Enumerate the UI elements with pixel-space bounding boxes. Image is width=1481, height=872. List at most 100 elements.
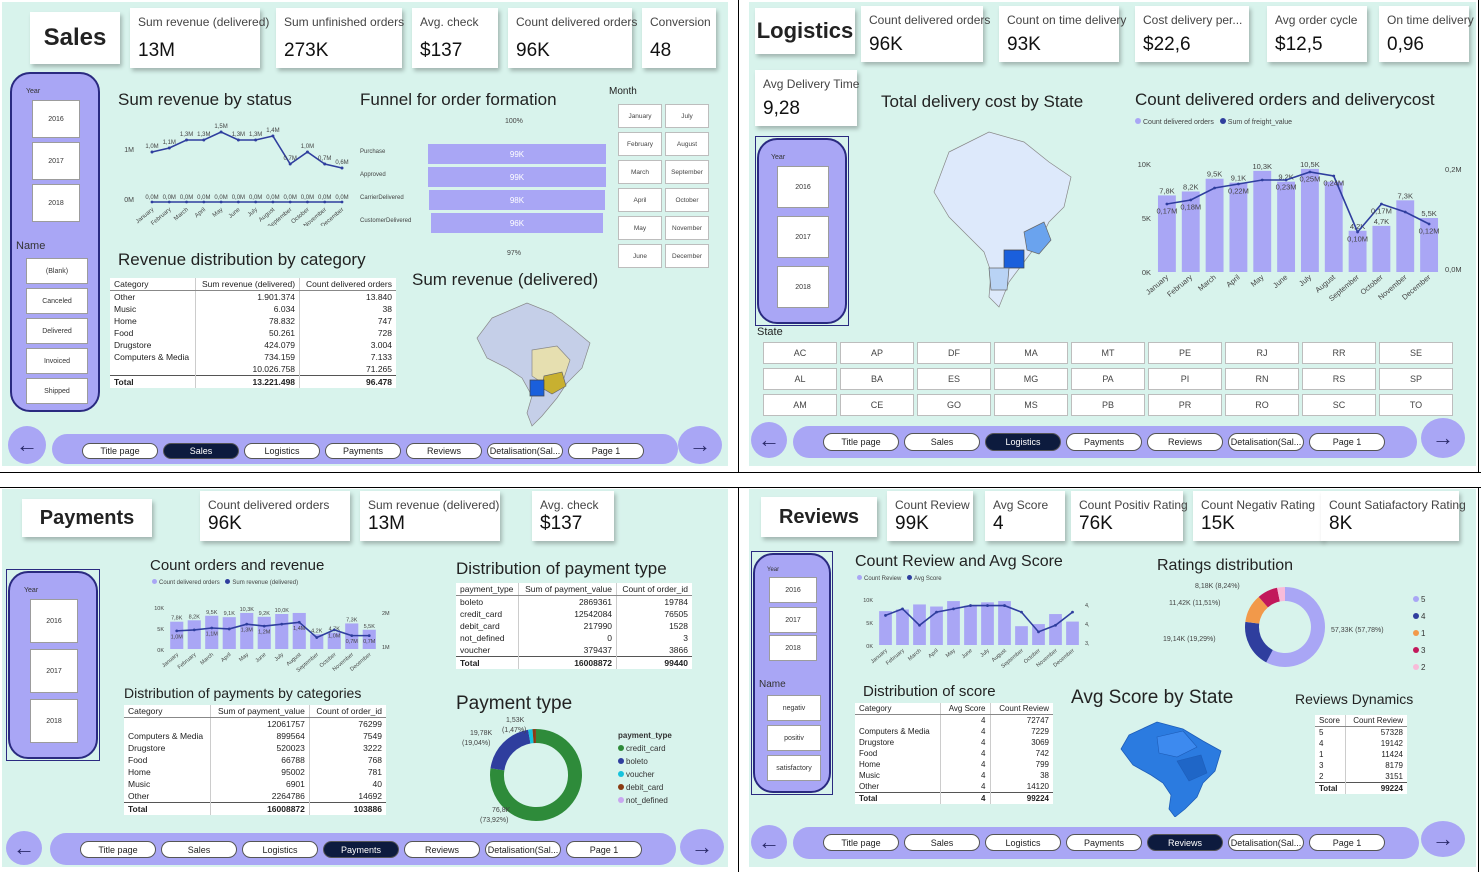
nav-reviews[interactable]: Reviews <box>404 841 480 858</box>
state-chip[interactable]: SC <box>1302 394 1376 416</box>
state-chip[interactable]: RJ <box>1225 342 1299 364</box>
nav-logistics[interactable]: Logistics <box>985 433 1061 451</box>
name-chip[interactable]: negativ <box>767 695 821 721</box>
month-chip[interactable]: October <box>665 188 709 212</box>
state-chip[interactable]: MA <box>994 342 1068 364</box>
year-chip[interactable]: 2017 <box>30 649 78 693</box>
state-chip[interactable]: DF <box>917 342 991 364</box>
nav-reviews[interactable]: Reviews <box>1147 433 1223 451</box>
name-chip[interactable]: Canceled <box>26 288 88 314</box>
prev-page-button[interactable]: ← <box>8 426 46 464</box>
nav-sales[interactable]: Sales <box>904 834 980 851</box>
month-chip[interactable]: May <box>618 216 662 240</box>
year-chip[interactable]: 2018 <box>30 699 78 743</box>
state-chip[interactable]: RO <box>1225 394 1299 416</box>
state-chip[interactable]: AP <box>840 342 914 364</box>
month-chip[interactable]: November <box>665 216 709 240</box>
state-chip[interactable]: SP <box>1379 368 1453 390</box>
nav-detalisation[interactable]: Detalisation(Sal... <box>1228 433 1304 451</box>
name-chip[interactable]: positiv <box>767 725 821 751</box>
year-chip[interactable]: 2018 <box>777 266 829 308</box>
state-chip[interactable]: RS <box>1302 368 1376 390</box>
nav-page-1[interactable]: Page 1 <box>1309 834 1385 851</box>
name-chip[interactable]: Invoiced <box>26 348 88 374</box>
state-chip[interactable]: TO <box>1379 394 1453 416</box>
nav-sales[interactable]: Sales <box>163 443 239 459</box>
state-chip[interactable]: RR <box>1302 342 1376 364</box>
state-chip[interactable]: AM <box>763 394 837 416</box>
nav-detalisation[interactable]: Detalisation(Sal... <box>1228 834 1304 851</box>
year-chip[interactable]: 2018 <box>32 184 80 222</box>
name-chip[interactable]: satisfactory <box>767 755 821 781</box>
state-chip[interactable]: ES <box>917 368 991 390</box>
year-slicer-frame <box>755 136 849 326</box>
next-page-button[interactable]: → <box>680 829 724 865</box>
nav-title-page[interactable]: Title page <box>80 841 156 858</box>
table-cell: 3 <box>1319 761 1324 770</box>
next-page-button[interactable]: → <box>1421 418 1465 458</box>
nav-title-page[interactable]: Title page <box>823 433 899 451</box>
nav-detalisation[interactable]: Detalisation(Sal... <box>485 841 561 858</box>
name-chip[interactable]: Delivered <box>26 318 88 344</box>
month-chip[interactable]: August <box>665 132 709 156</box>
month-chip[interactable]: June <box>618 244 662 268</box>
state-chip[interactable]: PA <box>1071 368 1145 390</box>
nav-page-1[interactable]: Page 1 <box>1309 433 1385 451</box>
next-page-button[interactable]: → <box>1421 821 1465 857</box>
name-chip[interactable]: (Blank) <box>26 258 88 284</box>
state-chip[interactable]: CE <box>840 394 914 416</box>
year-chip[interactable]: 2017 <box>777 216 829 258</box>
year-chip[interactable]: 2016 <box>777 166 829 208</box>
state-chip[interactable]: MS <box>994 394 1068 416</box>
month-chip[interactable]: March <box>618 160 662 184</box>
month-chip[interactable]: September <box>665 160 709 184</box>
nav-payments[interactable]: Payments <box>1066 433 1142 451</box>
prev-page-button[interactable]: ← <box>751 422 787 458</box>
state-chip[interactable]: PB <box>1071 394 1145 416</box>
nav-reviews[interactable]: Reviews <box>406 443 482 459</box>
nav-sales[interactable]: Sales <box>904 433 980 451</box>
state-chip[interactable]: AC <box>763 342 837 364</box>
name-chip[interactable]: Shipped <box>26 378 88 404</box>
nav-title-page[interactable]: Title page <box>823 834 899 851</box>
state-chip[interactable]: SE <box>1379 342 1453 364</box>
month-chip[interactable]: July <box>665 104 709 128</box>
nav-title-page[interactable]: Title page <box>82 443 158 459</box>
nav-sales[interactable]: Sales <box>161 841 237 858</box>
nav-detalisation[interactable]: Detalisation(Sal... <box>487 443 563 459</box>
prev-page-button[interactable]: ← <box>6 831 42 865</box>
kpi-value: $137 <box>540 513 583 534</box>
prev-page-button[interactable]: ← <box>751 825 787 859</box>
nav-payments[interactable]: Payments <box>1066 834 1142 851</box>
nav-reviews[interactable]: Reviews <box>1147 834 1223 851</box>
year-chip[interactable]: 2017 <box>769 607 817 633</box>
nav-page-1[interactable]: Page 1 <box>568 443 644 459</box>
nav-payments[interactable]: Payments <box>323 841 399 858</box>
month-chip[interactable]: February <box>618 132 662 156</box>
nav-logistics[interactable]: Logistics <box>985 834 1061 851</box>
year-chip[interactable]: 2017 <box>32 142 80 180</box>
nav-page-1[interactable]: Page 1 <box>566 841 642 858</box>
bar <box>879 611 892 645</box>
data-label: 1,0M <box>145 144 158 150</box>
state-chip[interactable]: PE <box>1148 342 1222 364</box>
month-chip[interactable]: April <box>618 188 662 212</box>
year-chip[interactable]: 2016 <box>30 599 78 643</box>
month-chip[interactable]: January <box>618 104 662 128</box>
state-chip[interactable]: MG <box>994 368 1068 390</box>
state-chip[interactable]: AL <box>763 368 837 390</box>
nav-logistics[interactable]: Logistics <box>242 841 318 858</box>
nav-logistics[interactable]: Logistics <box>244 443 320 459</box>
next-page-button[interactable]: → <box>678 426 722 464</box>
month-chip[interactable]: December <box>665 244 709 268</box>
year-chip[interactable]: 2016 <box>32 100 80 138</box>
year-chip[interactable]: 2016 <box>769 577 817 603</box>
state-chip[interactable]: PI <box>1148 368 1222 390</box>
nav-payments[interactable]: Payments <box>325 443 401 459</box>
state-chip[interactable]: MT <box>1071 342 1145 364</box>
state-chip[interactable]: BA <box>840 368 914 390</box>
state-chip[interactable]: GO <box>917 394 991 416</box>
state-chip[interactable]: PR <box>1148 394 1222 416</box>
state-chip[interactable]: RN <box>1225 368 1299 390</box>
year-chip[interactable]: 2018 <box>769 635 817 661</box>
